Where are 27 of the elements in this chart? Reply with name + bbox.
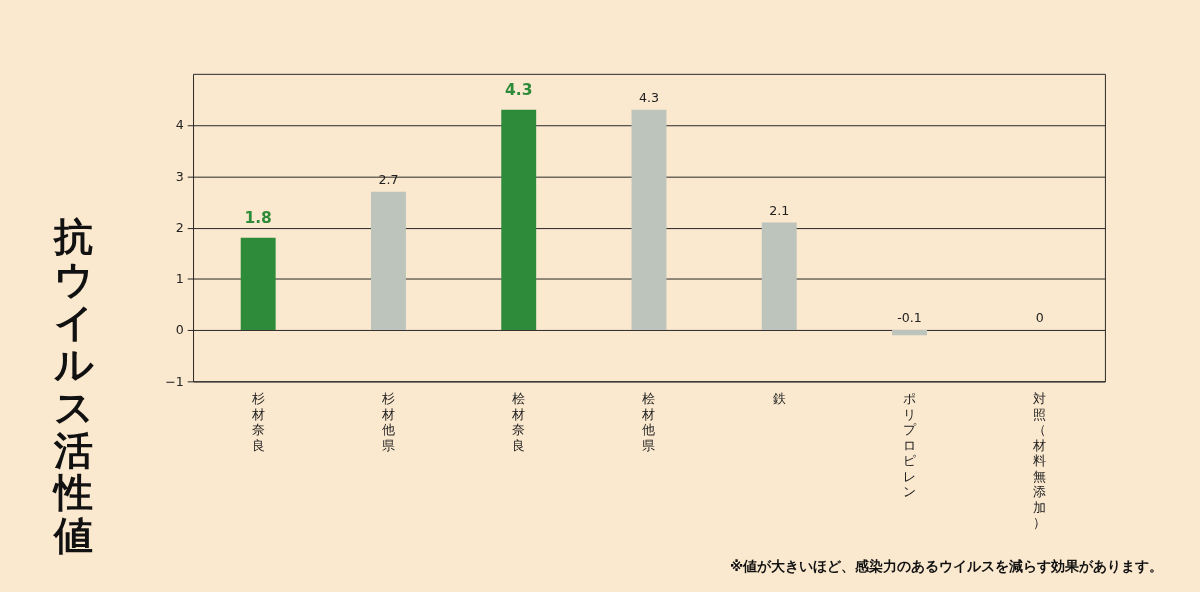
data-label: 0 [1035, 310, 1044, 326]
y-tick-label: 3 [175, 168, 184, 184]
category-label: 対照（材料無添加） [1033, 391, 1047, 531]
x-tick-label: 杉材他県 [380, 391, 395, 453]
bar [761, 222, 797, 331]
data-label: 1.8 [244, 209, 272, 228]
x-tick-label: 桧材奈良 [511, 391, 526, 453]
data-label: 4.3 [504, 81, 533, 100]
bar [631, 109, 667, 331]
y-tick-label: 0 [175, 322, 184, 338]
text: ※値が大きいほど、感染力のあるウイルスを減らす効果があります。 [729, 557, 1164, 574]
data-label: 4.3 [638, 89, 660, 105]
y-tick-label: 4 [175, 117, 184, 133]
x-tick-label: ポリプロピレン [903, 391, 918, 500]
x-tick-label: 杉材奈良 [250, 391, 265, 453]
data-label: -0.1 [897, 310, 922, 326]
y-axis-title: 抗ウイルス活性値 [52, 214, 94, 559]
data-label: 2.1 [769, 202, 790, 218]
y-tick-label: 1 [175, 271, 184, 287]
bar [370, 191, 406, 331]
bar [240, 237, 276, 331]
y-tick-label: 2 [175, 219, 184, 235]
x-tick-label: 桧材他県 [641, 391, 656, 453]
x-tick-label: 鉄 [772, 391, 786, 407]
bar [501, 109, 537, 331]
bar [892, 330, 927, 336]
y-tick-label: −1 [165, 373, 184, 389]
